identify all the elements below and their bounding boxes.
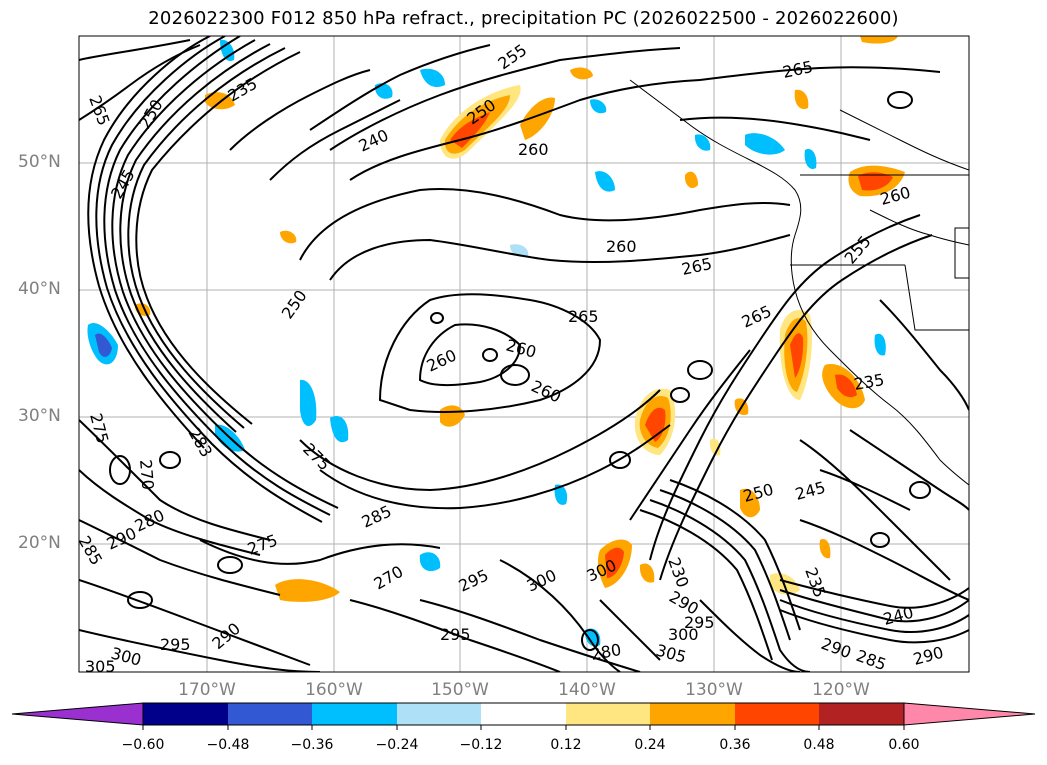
lon-label-140w: 140°W [558,680,616,700]
lat-label-50n: 50°N [18,152,61,172]
colorbar-tick-label: 0.60 [888,737,920,753]
colorbar-tick-label: −0.60 [121,737,165,753]
colorbar-tick-label: 0.24 [634,737,666,753]
plot-frame [78,35,970,673]
contour-label: 270 [136,459,158,491]
colorbar-segment [735,703,819,725]
colorbar-segment [566,703,650,725]
contour-label: 260 [518,140,549,159]
plot-area [79,36,969,672]
colorbar-tick-label: −0.36 [290,737,334,753]
lon-label-120w: 120°W [812,680,870,700]
map-title: 2026022300 F012 850 hPa refract., precip… [148,8,899,29]
colorbar-segment [650,703,735,725]
contour-label: 300 [668,625,699,644]
colorbar-segment [143,703,228,725]
colorbar-tick-label: −0.24 [375,737,419,753]
contour-label: 295 [160,635,191,654]
lon-label-130w: 130°W [685,680,743,700]
colorbar-extend-low [11,702,144,726]
colorbar-segment [228,703,312,725]
lon-label-150w: 150°W [431,680,489,700]
refractivity-contours [79,36,969,672]
contour-label: 265 [568,307,599,326]
lat-label-20n: 20°N [18,533,61,553]
colorbar-tick-label: 0.36 [719,737,751,753]
precip-negative-patches [87,39,886,647]
colorbar-segment [397,703,481,725]
colorbar-tick-label: −0.12 [459,737,503,753]
colorbar-extend-high [903,702,1036,726]
lon-label-160w: 160°W [305,680,363,700]
contour-label: 260 [606,237,637,256]
colorbar-tick-label: 0.48 [803,737,835,753]
lon-label-170w: 170°W [178,680,236,700]
contour-label: 295 [440,625,471,644]
lat-label-30n: 30°N [18,406,61,426]
colorbar-segment [481,703,566,725]
colorbar-tick-label: −0.48 [206,737,250,753]
lat-label-40n: 40°N [18,279,61,299]
colorbar [11,702,1036,730]
coastline [629,79,969,486]
colorbar-segment [819,703,904,725]
contour-label: 295 [684,613,715,632]
colorbar-segment [312,703,397,725]
colorbar-tick-label: 0.12 [550,737,582,753]
contour-label: 305 [85,657,116,676]
